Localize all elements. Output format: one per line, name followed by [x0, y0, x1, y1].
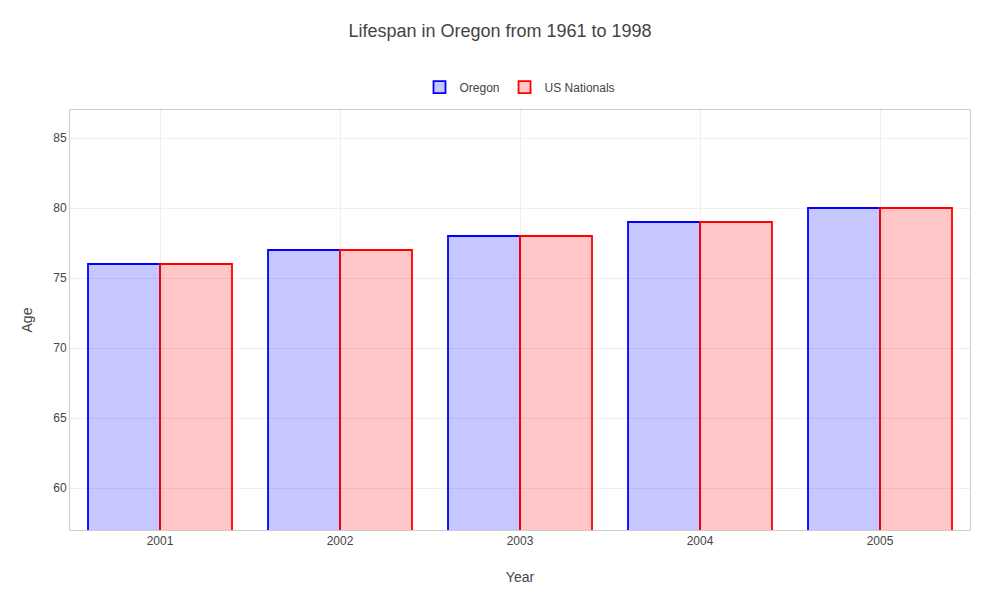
svg-text:2002: 2002: [327, 534, 354, 548]
svg-text:US Nationals: US Nationals: [545, 81, 615, 95]
svg-text:65: 65: [53, 411, 67, 425]
svg-text:2001: 2001: [147, 534, 174, 548]
svg-text:Year: Year: [506, 569, 535, 585]
svg-text:2004: 2004: [687, 534, 714, 548]
svg-text:2005: 2005: [867, 534, 894, 548]
svg-text:85: 85: [53, 131, 67, 145]
svg-text:75: 75: [53, 271, 67, 285]
svg-text:70: 70: [53, 341, 67, 355]
svg-text:60: 60: [53, 481, 67, 495]
svg-text:Age: Age: [19, 307, 35, 332]
svg-text:Lifespan in Oregon from 1961 t: Lifespan in Oregon from 1961 to 1998: [348, 21, 651, 41]
svg-text:2003: 2003: [507, 534, 534, 548]
svg-text:Oregon: Oregon: [460, 81, 500, 95]
svg-text:80: 80: [53, 201, 67, 215]
